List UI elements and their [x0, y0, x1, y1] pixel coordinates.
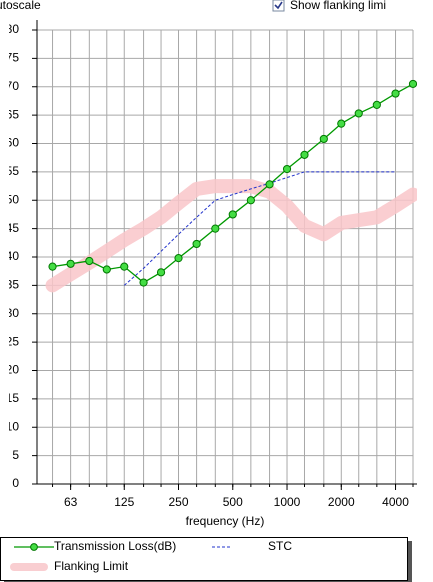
data-point: [66, 259, 75, 268]
checkbox[interactable]: [272, 0, 285, 12]
x-tick-label: 500: [223, 495, 243, 509]
data-point: [228, 210, 237, 219]
data-point: [265, 180, 274, 189]
data-point: [319, 134, 328, 144]
x-tick-label: 4000: [382, 495, 409, 509]
x-tick-label: 250: [168, 495, 188, 509]
flanking-checkbox-label[interactable]: Show flanking limi: [290, 0, 386, 12]
data-point: [102, 265, 111, 274]
y-tick-label: 40: [6, 249, 20, 263]
y-tick-label: 75: [6, 51, 20, 65]
x-tick-label: 125: [114, 495, 134, 509]
x-axis-label: frequency (Hz): [186, 514, 265, 528]
y-tick-label: 50: [6, 192, 20, 206]
y-tick-label: 35: [6, 278, 20, 292]
x-tick-label: 1000: [274, 495, 301, 509]
y-tick-label: 45: [6, 221, 20, 235]
y-tick-label: 30: [6, 306, 20, 320]
x-tick-label: 2000: [328, 495, 355, 509]
data-point: [192, 239, 201, 249]
data-point: [354, 109, 363, 118]
data-point: [174, 254, 183, 263]
y-tick-label: 15: [6, 391, 20, 405]
legend-label: Transmission Loss(dB): [54, 539, 176, 553]
y-tick-label: 5: [12, 448, 19, 462]
series-line: [123, 171, 396, 286]
y-tick-label: 55: [6, 164, 20, 178]
legend-label: Flanking Limit: [54, 559, 129, 573]
x-tick-label: 63: [64, 495, 78, 509]
checkbox-check: [274, 1, 283, 10]
legend-marker: [30, 543, 38, 551]
autoscale-label[interactable]: utoscale: [0, 0, 41, 12]
data-point: [372, 100, 381, 110]
y-tick-label: 25: [6, 334, 20, 348]
y-tick-label: 0: [12, 476, 19, 490]
y-tick-label: 65: [6, 107, 20, 121]
y-tick-label: 80: [6, 22, 20, 36]
y-tick-label: 10: [6, 419, 20, 433]
data-point: [337, 119, 346, 128]
data-point: [120, 262, 129, 271]
data-point: [282, 164, 292, 174]
series-line: [45, 179, 417, 293]
data-point: [85, 256, 94, 266]
y-tick-label: 70: [6, 79, 20, 93]
data-point: [139, 278, 148, 287]
legend-label: STC: [268, 539, 292, 553]
data-point: [211, 224, 220, 233]
data-point: [156, 268, 166, 277]
data-point: [391, 89, 400, 98]
y-tick-label: 20: [6, 363, 20, 377]
y-tick-label: 60: [6, 136, 20, 150]
legend: [0, 537, 408, 581]
data-point: [300, 150, 309, 159]
data-point: [246, 196, 255, 205]
data-point: [48, 262, 57, 271]
data-point: [408, 79, 417, 89]
